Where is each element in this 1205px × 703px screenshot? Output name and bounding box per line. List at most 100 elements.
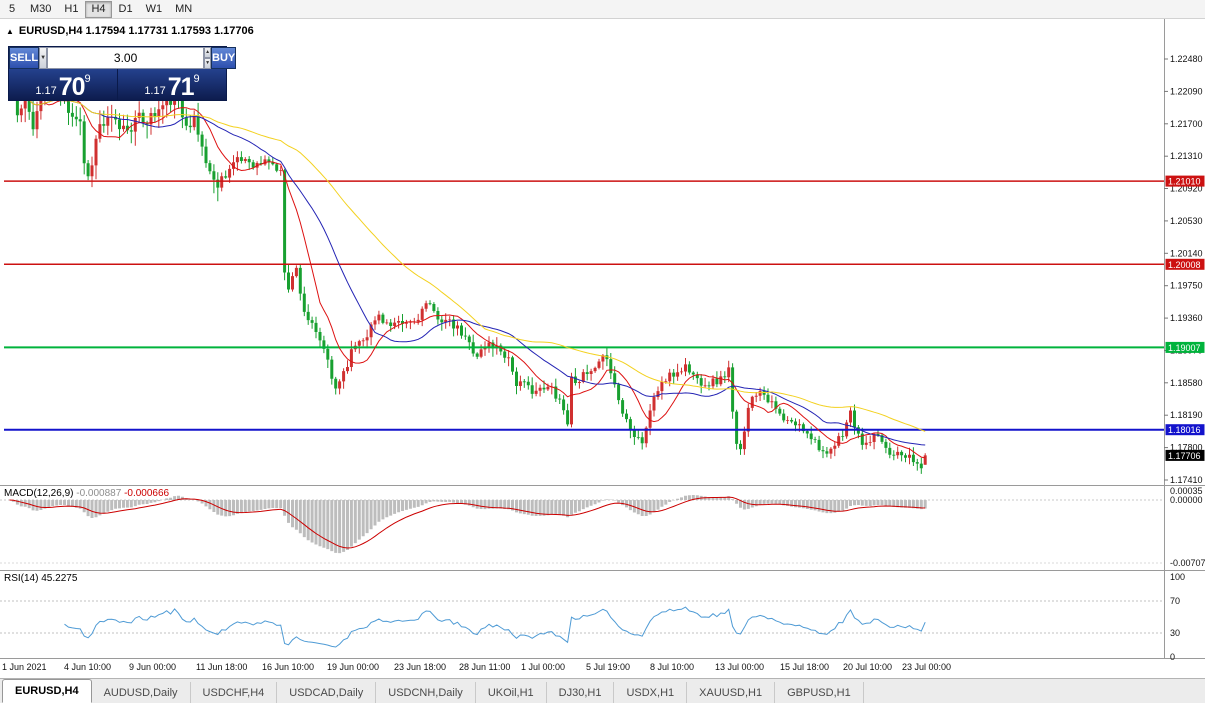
timeframe-button-h4[interactable]: H4 — [85, 0, 112, 18]
volume-spinner: ▲ ▼ — [204, 47, 212, 69]
price-axis[interactable]: 1.22480 1.22090 1.21700 1.21310 1.20920 1.205… — [1164, 19, 1205, 662]
rsi-indicator-label: RSI(14) 45.2275 — [4, 573, 77, 584]
price-axis-tick-label: 1.17410 — [1170, 475, 1203, 485]
time-axis-label: 9 Jun 00:00 — [129, 662, 176, 672]
time-axis-label: 11 Jun 18:00 — [196, 662, 247, 672]
chart-canvas[interactable]: 1.22480 1.22090 1.21700 1.21310 1.20920 1.205… — [0, 19, 1205, 678]
chart-tab-usdcnh-daily[interactable]: USDCNH,Daily — [376, 682, 476, 703]
main-chart-layer[interactable] — [4, 64, 1164, 474]
line-price-badge-label: 1.19007 — [1168, 343, 1201, 353]
buy-price-prefix: 1.17 — [144, 85, 166, 97]
volume-increase-button[interactable]: ▲ — [204, 47, 212, 58]
time-axis-label: 23 Jul 00:00 — [902, 662, 951, 672]
macd-layer[interactable] — [0, 495, 1164, 564]
time-axis-label: 13 Jul 00:00 — [715, 662, 764, 672]
collapse-panel-icon[interactable]: ▲ — [6, 26, 14, 36]
chart-tab-bar: EURUSD,H4 AUDUSD,Daily USDCHF,H4 USDCAD,Dai… — [0, 678, 1205, 703]
volume-dropdown-button[interactable]: ▼ — [39, 47, 48, 69]
time-axis-label: 5 Jul 19:00 — [586, 662, 630, 672]
chart-tab-dj30-h1[interactable]: DJ30,H1 — [547, 682, 615, 703]
macd-axis-label: 0.00035 — [1170, 486, 1203, 496]
one-click-trading-panel: SELL ▼ ▲ ▼ BUY 1.17 70 9 1.17 71 9 — [8, 46, 237, 101]
price-axis-tick-label: 1.20530 — [1170, 216, 1203, 226]
bull-candle-bodies — [19, 85, 927, 465]
price-axis-tick-label: 1.20920 — [1170, 184, 1203, 194]
sell-price-prefix: 1.17 — [35, 85, 57, 97]
trade-controls-row: SELL ▼ ▲ ▼ BUY — [9, 47, 237, 69]
moving-average-10-line — [9, 71, 926, 459]
chart-tab-usdx-h1[interactable]: USDX,H1 — [614, 682, 688, 703]
buy-price-pip-digit: 9 — [193, 73, 200, 85]
price-axis-tick-label: 1.21700 — [1170, 119, 1203, 129]
line-price-badge — [1165, 341, 1205, 353]
time-axis[interactable]: 1 Jun 2021 4 Jun 10:00 9 Jun 00:00 11 Jun 1… — [2, 662, 951, 672]
line-price-badge — [1165, 258, 1205, 270]
price-axis-tick-label: 1.22480 — [1170, 54, 1203, 64]
rsi-line — [64, 606, 926, 648]
sell-price[interactable]: 1.17 70 9 — [9, 69, 118, 100]
bear-candle-bodies — [8, 67, 923, 469]
timeframe-button-m30[interactable]: M30 — [24, 1, 57, 18]
current-price-badge — [1165, 449, 1205, 461]
chart-tab-eurusd-h4[interactable]: EURUSD,H4 — [2, 679, 92, 703]
timeframe-toolbar: 5 M30 H1 H4 D1 W1 MN — [0, 0, 1205, 19]
rsi-axis-label: 100 — [1170, 572, 1185, 582]
price-axis-tick-label: 1.19750 — [1170, 281, 1203, 291]
line-price-badge-label: 1.21010 — [1168, 177, 1201, 187]
buy-price[interactable]: 1.17 71 9 — [118, 69, 226, 100]
chart-tab-usdcad-daily[interactable]: USDCAD,Daily — [277, 682, 377, 703]
symbol-ohlc-text: EURUSD,H4 1.17594 1.17731 1.17593 1.1770… — [18, 25, 254, 37]
line-price-badge-label: 1.18016 — [1168, 425, 1201, 435]
time-axis-label: 19 Jun 00:00 — [327, 662, 379, 672]
rsi-name: RSI(14) — [4, 573, 39, 584]
buy-price-big-digits: 71 — [167, 73, 195, 101]
timeframe-button-h1[interactable]: H1 — [58, 1, 84, 18]
volume-decrease-button[interactable]: ▼ — [204, 58, 212, 69]
line-price-badge-label: 1.20008 — [1168, 260, 1201, 270]
timeframe-button-mn[interactable]: MN — [169, 1, 198, 18]
price-axis-tick-label: 1.22090 — [1170, 86, 1203, 96]
bull-candle-wicks — [20, 77, 926, 465]
macd-signal-line — [9, 496, 926, 549]
rsi-axis-label: 0 — [1170, 652, 1175, 662]
time-axis-label: 15 Jul 18:00 — [780, 662, 829, 672]
time-axis-label: 1 Jun 2021 — [2, 662, 47, 672]
timeframe-button-w1[interactable]: W1 — [140, 1, 169, 18]
volume-input[interactable] — [47, 47, 205, 69]
macd-indicator-label: MACD(12,26,9) -0.000887 -0.000666 — [4, 488, 169, 499]
sell-price-pip-digit: 9 — [84, 73, 91, 85]
rsi-layer[interactable] — [0, 600, 1164, 648]
sell-price-big-digits: 70 — [58, 73, 86, 101]
macd-axis-label: -0.00707 — [1170, 558, 1205, 568]
trade-prices-row: 1.17 70 9 1.17 71 9 — [9, 69, 226, 100]
rsi-axis-label: 30 — [1170, 628, 1180, 638]
line-price-badge — [1165, 424, 1205, 436]
chart-tab-audusd-daily[interactable]: AUDUSD,Daily — [92, 682, 191, 703]
macd-axis-label: 0.00000 — [1170, 495, 1203, 505]
price-axis-tick-label: 1.21310 — [1170, 151, 1203, 161]
price-axis-tick-label: 1.18580 — [1170, 378, 1203, 388]
chart-tab-usdchf-h4[interactable]: USDCHF,H4 — [191, 682, 278, 703]
macd-name: MACD(12,26,9) — [4, 488, 74, 499]
rsi-axis-label: 70 — [1170, 596, 1180, 606]
chart-tab-gbpusd-h1[interactable]: GBPUSD,H1 — [775, 682, 864, 703]
chart-tab-ukoil-h1[interactable]: UKOil,H1 — [476, 682, 547, 703]
price-axis-tick-label: 1.19360 — [1170, 313, 1203, 323]
time-axis-label: 8 Jul 10:00 — [650, 662, 694, 672]
sell-button[interactable]: SELL — [9, 47, 40, 69]
timeframe-button-d1[interactable]: D1 — [113, 1, 139, 18]
chart-symbol-header: ▲ EURUSD,H4 1.17594 1.17731 1.17593 1.17… — [6, 25, 254, 37]
macd-main-value: -0.000887 — [76, 488, 122, 499]
chart-tab-xauusd-h1[interactable]: XAUUSD,H1 — [687, 682, 776, 703]
buy-button[interactable]: BUY — [211, 47, 237, 69]
timeframe-button-5[interactable]: 5 — [1, 1, 23, 18]
time-axis-label: 23 Jun 18:00 — [394, 662, 446, 672]
macd-histogram — [11, 495, 927, 554]
bear-candle-wicks — [9, 64, 922, 474]
price-axis-tick-label: 1.18190 — [1170, 410, 1203, 420]
price-axis-tick-label: 1.17800 — [1170, 443, 1203, 453]
line-price-badge — [1165, 175, 1205, 187]
macd-signal-value: -0.000666 — [124, 488, 170, 499]
current-price-badge-label: 1.17706 — [1168, 451, 1201, 461]
